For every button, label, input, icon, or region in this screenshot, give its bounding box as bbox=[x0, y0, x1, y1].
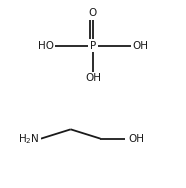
Text: H$_2$N: H$_2$N bbox=[18, 132, 40, 146]
Text: HO: HO bbox=[38, 41, 54, 51]
Text: O: O bbox=[89, 8, 97, 18]
Text: OH: OH bbox=[132, 41, 148, 51]
Text: OH: OH bbox=[129, 134, 145, 144]
Text: OH: OH bbox=[85, 73, 101, 83]
Text: P: P bbox=[90, 41, 96, 51]
